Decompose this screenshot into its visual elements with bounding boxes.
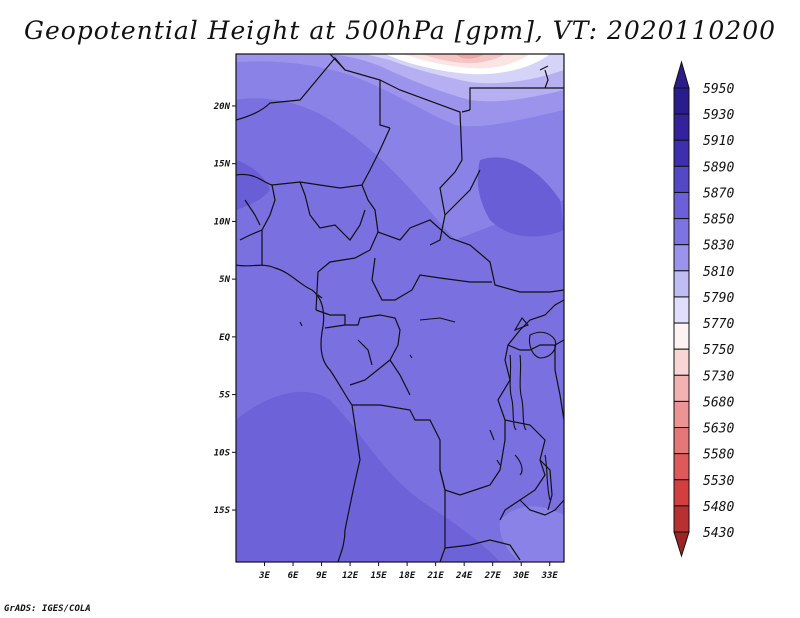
- lon-tick-label: 27E: [484, 571, 502, 581]
- map-frame: [235, 53, 565, 563]
- lat-tick-label: EQ: [219, 333, 230, 343]
- colorbar-label: 5580: [703, 448, 734, 463]
- colorbar-swatch: [673, 244, 690, 272]
- colorbar-swatch: [673, 479, 690, 507]
- lon-tick-label: 15E: [370, 571, 387, 581]
- colorbar-swatch: [673, 165, 690, 193]
- colorbar-swatch: [673, 427, 690, 455]
- lon-tick-label: 24E: [455, 571, 473, 581]
- colorbar-swatch: [673, 87, 690, 115]
- grads-credit: GrADS: IGES/COLA: [4, 604, 91, 614]
- colorbar-label: 5750: [703, 343, 734, 358]
- colorbar-label: 5730: [703, 369, 734, 384]
- colorbar-swatch: [673, 218, 690, 246]
- colorbar-label: 5950: [703, 82, 734, 97]
- colorbar-swatch: [673, 191, 690, 220]
- lat-tick-label: 5N: [219, 275, 230, 285]
- colorbar-swatch: [673, 453, 690, 481]
- lon-tick-label: 3E: [258, 571, 270, 581]
- colorbar-swatch: [673, 270, 690, 298]
- lon-tick-label: 33E: [541, 571, 559, 581]
- colorbar-swatch: [673, 505, 690, 533]
- colorbar-swatch: [673, 296, 690, 324]
- colorbar-label: 5830: [703, 239, 734, 254]
- colorbar-label: 5630: [703, 422, 734, 437]
- colorbar-label: 5810: [703, 265, 734, 280]
- colorbar-label: 5930: [703, 108, 734, 123]
- colorbar-label: 5790: [703, 291, 734, 306]
- colorbar-label: 5870: [703, 186, 734, 201]
- colorbar-swatch: [673, 348, 690, 376]
- colorbar-swatch: [673, 139, 690, 167]
- colorbar-swatch: [673, 322, 690, 350]
- lon-tick-label: 30E: [512, 571, 530, 581]
- colorbar-label: 5530: [703, 474, 734, 489]
- colorbar-label: 5480: [703, 500, 734, 515]
- colorbar-label: 5910: [703, 134, 734, 149]
- lon-tick-label: 18E: [399, 571, 416, 581]
- lon-tick-label: 21E: [427, 571, 445, 581]
- colorbar-label: 5890: [703, 160, 734, 175]
- colorbar-swatch: [673, 113, 690, 141]
- lat-tick-label: 5S: [219, 391, 230, 401]
- lat-tick-label: 20N: [213, 102, 231, 112]
- lon-tick-label: 9E: [316, 571, 327, 581]
- lat-tick-label: 10N: [214, 217, 231, 227]
- longitude-axis: 3E 6E 9E 12E 15E 18E 21E 24E 27E 30E 33E: [258, 562, 558, 581]
- colorbar-legend: 5950 5930 5910 5890 5870 5850 5830 5810 5790 5770…: [673, 60, 734, 558]
- height-field-shading: [236, 54, 564, 562]
- lake-outlines: [299, 65, 557, 501]
- lat-tick-label: 15S: [214, 506, 231, 516]
- lon-tick-label: 6E: [288, 571, 299, 581]
- colorbar-swatch: [673, 374, 690, 402]
- colorbar-bottom-arrow: [673, 531, 690, 558]
- lon-tick-label: 12E: [342, 571, 359, 581]
- colorbar-label: 5430: [703, 526, 734, 541]
- lat-tick-label: 15N: [214, 160, 231, 170]
- colorbar-top-arrow: [673, 60, 690, 89]
- latitude-axis: 20N 15N 10N 5N EQ 5S 10S 15S: [213, 102, 236, 516]
- colorbar-swatch: [673, 400, 690, 429]
- colorbar-label: 5770: [703, 317, 734, 332]
- colorbar-label: 5680: [703, 395, 734, 410]
- country-borders: [236, 54, 564, 562]
- map-title: Geopotential Height at 500hPa [gpm], VT:…: [23, 16, 777, 45]
- colorbar-label: 5850: [703, 213, 734, 228]
- lat-tick-label: 10S: [214, 448, 231, 458]
